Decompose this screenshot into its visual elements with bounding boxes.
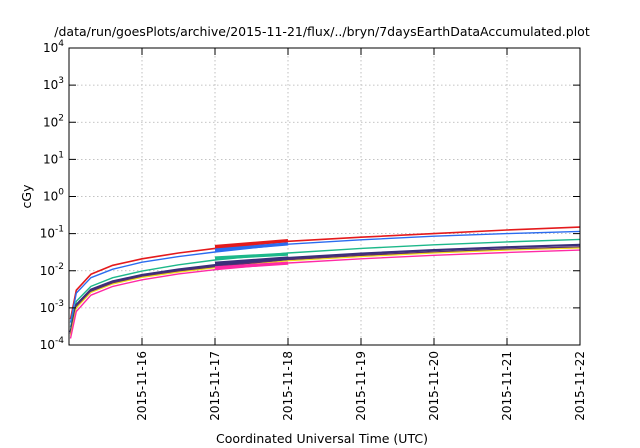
series-line [214,256,289,265]
series-line [69,243,581,333]
x-tick-label: 2015-11-20 [427,351,441,421]
series-line [69,238,581,328]
series-line [69,226,581,320]
y-tick-label: 10-2 [40,262,64,278]
y-tick-label: 10-4 [40,336,65,352]
grid-lines [69,48,580,345]
x-tick-label: 2015-11-18 [281,351,295,421]
axis-ticks [69,47,581,346]
series-line [214,261,289,270]
series-line [214,242,289,252]
y-tick-label: 102 [43,113,64,129]
x-tick-label: 2015-11-22 [573,351,587,421]
x-axis: 2015-11-16 2015-11-17 2015-11-18 2015-11-19… [135,351,587,421]
y-tick-label: 101 [43,150,64,166]
series-line [69,249,581,339]
series-line [214,252,289,260]
series-line [69,230,581,323]
y-tick-label: 103 [43,76,64,92]
series-line [69,247,581,336]
x-tick-label: 2015-11-19 [354,351,368,421]
series-line [69,246,581,334]
y-tick-label: 10-1 [40,225,64,241]
y-tick-label: 104 [43,39,64,55]
y-axis: 10-4 10-3 10-2 10-1 100 101 102 103 104 [40,39,65,352]
x-tick-label: 2015-11-21 [500,351,514,421]
y-axis-label: cGy [19,184,34,209]
x-axis-label: Coordinated Universal Time (UTC) [216,431,428,446]
plot-area [69,226,581,339]
series-line [214,239,289,249]
y-tick-label: 100 [43,188,64,204]
x-tick-label: 2015-11-17 [208,351,222,421]
x-tick-label: 2015-11-16 [135,351,149,421]
chart-title: /data/run/goesPlots/archive/2015-11-21/f… [54,24,590,39]
y-tick-label: 10-3 [40,299,64,315]
